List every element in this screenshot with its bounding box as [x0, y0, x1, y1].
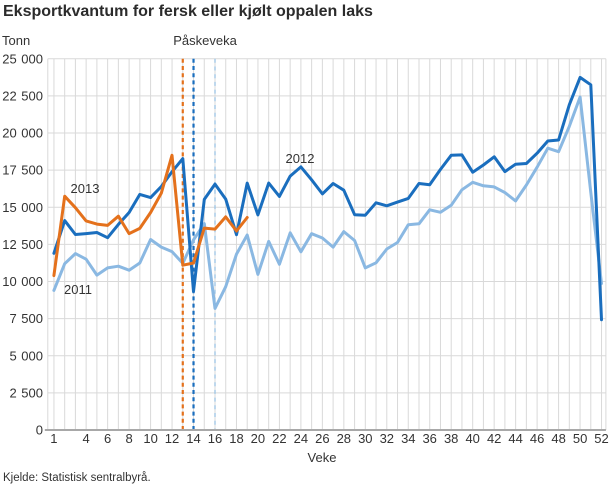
svg-text:12: 12 — [165, 431, 179, 446]
svg-text:2013: 2013 — [71, 181, 100, 196]
svg-text:20: 20 — [251, 431, 265, 446]
svg-text:2 500: 2 500 — [9, 385, 43, 400]
svg-text:30: 30 — [358, 431, 372, 446]
svg-text:Eksportkvantum for fersk eller: Eksportkvantum for fersk eller kjølt opp… — [3, 3, 373, 20]
svg-text:32: 32 — [380, 431, 394, 446]
svg-text:52: 52 — [594, 431, 608, 446]
svg-text:2011: 2011 — [64, 282, 92, 297]
svg-text:15 000: 15 000 — [2, 200, 43, 215]
svg-text:44: 44 — [508, 431, 522, 446]
svg-text:24: 24 — [294, 431, 308, 446]
svg-text:22: 22 — [272, 431, 286, 446]
svg-text:38: 38 — [444, 431, 458, 446]
svg-text:0: 0 — [36, 423, 43, 438]
svg-text:10: 10 — [143, 431, 157, 446]
svg-text:12 500: 12 500 — [2, 237, 43, 252]
svg-text:26: 26 — [315, 431, 329, 446]
svg-text:50: 50 — [573, 431, 587, 446]
svg-text:36: 36 — [422, 431, 436, 446]
svg-text:Kjelde: Statistisk sentralbyrå: Kjelde: Statistisk sentralbyrå. — [3, 472, 151, 484]
svg-text:4: 4 — [82, 431, 89, 446]
svg-text:16: 16 — [208, 431, 222, 446]
svg-text:28: 28 — [337, 431, 351, 446]
svg-text:22 500: 22 500 — [2, 88, 43, 103]
svg-text:40: 40 — [465, 431, 479, 446]
svg-text:18: 18 — [229, 431, 243, 446]
svg-text:20 000: 20 000 — [2, 126, 43, 141]
svg-text:17 500: 17 500 — [2, 163, 43, 178]
svg-text:34: 34 — [401, 431, 415, 446]
svg-text:2012: 2012 — [286, 151, 315, 166]
svg-text:8: 8 — [125, 431, 132, 446]
svg-text:1: 1 — [50, 431, 57, 446]
svg-text:5 000: 5 000 — [9, 348, 43, 363]
svg-text:46: 46 — [530, 431, 544, 446]
svg-text:7 500: 7 500 — [9, 311, 43, 326]
svg-text:Veke: Veke — [308, 450, 337, 465]
svg-text:42: 42 — [487, 431, 501, 446]
svg-text:14: 14 — [186, 431, 200, 446]
svg-text:6: 6 — [104, 431, 111, 446]
svg-text:10 000: 10 000 — [2, 274, 43, 289]
svg-text:Tonn: Tonn — [2, 33, 30, 48]
svg-text:48: 48 — [551, 431, 565, 446]
svg-text:Påskeveka: Påskeveka — [173, 33, 237, 48]
svg-text:25 000: 25 000 — [2, 51, 43, 66]
